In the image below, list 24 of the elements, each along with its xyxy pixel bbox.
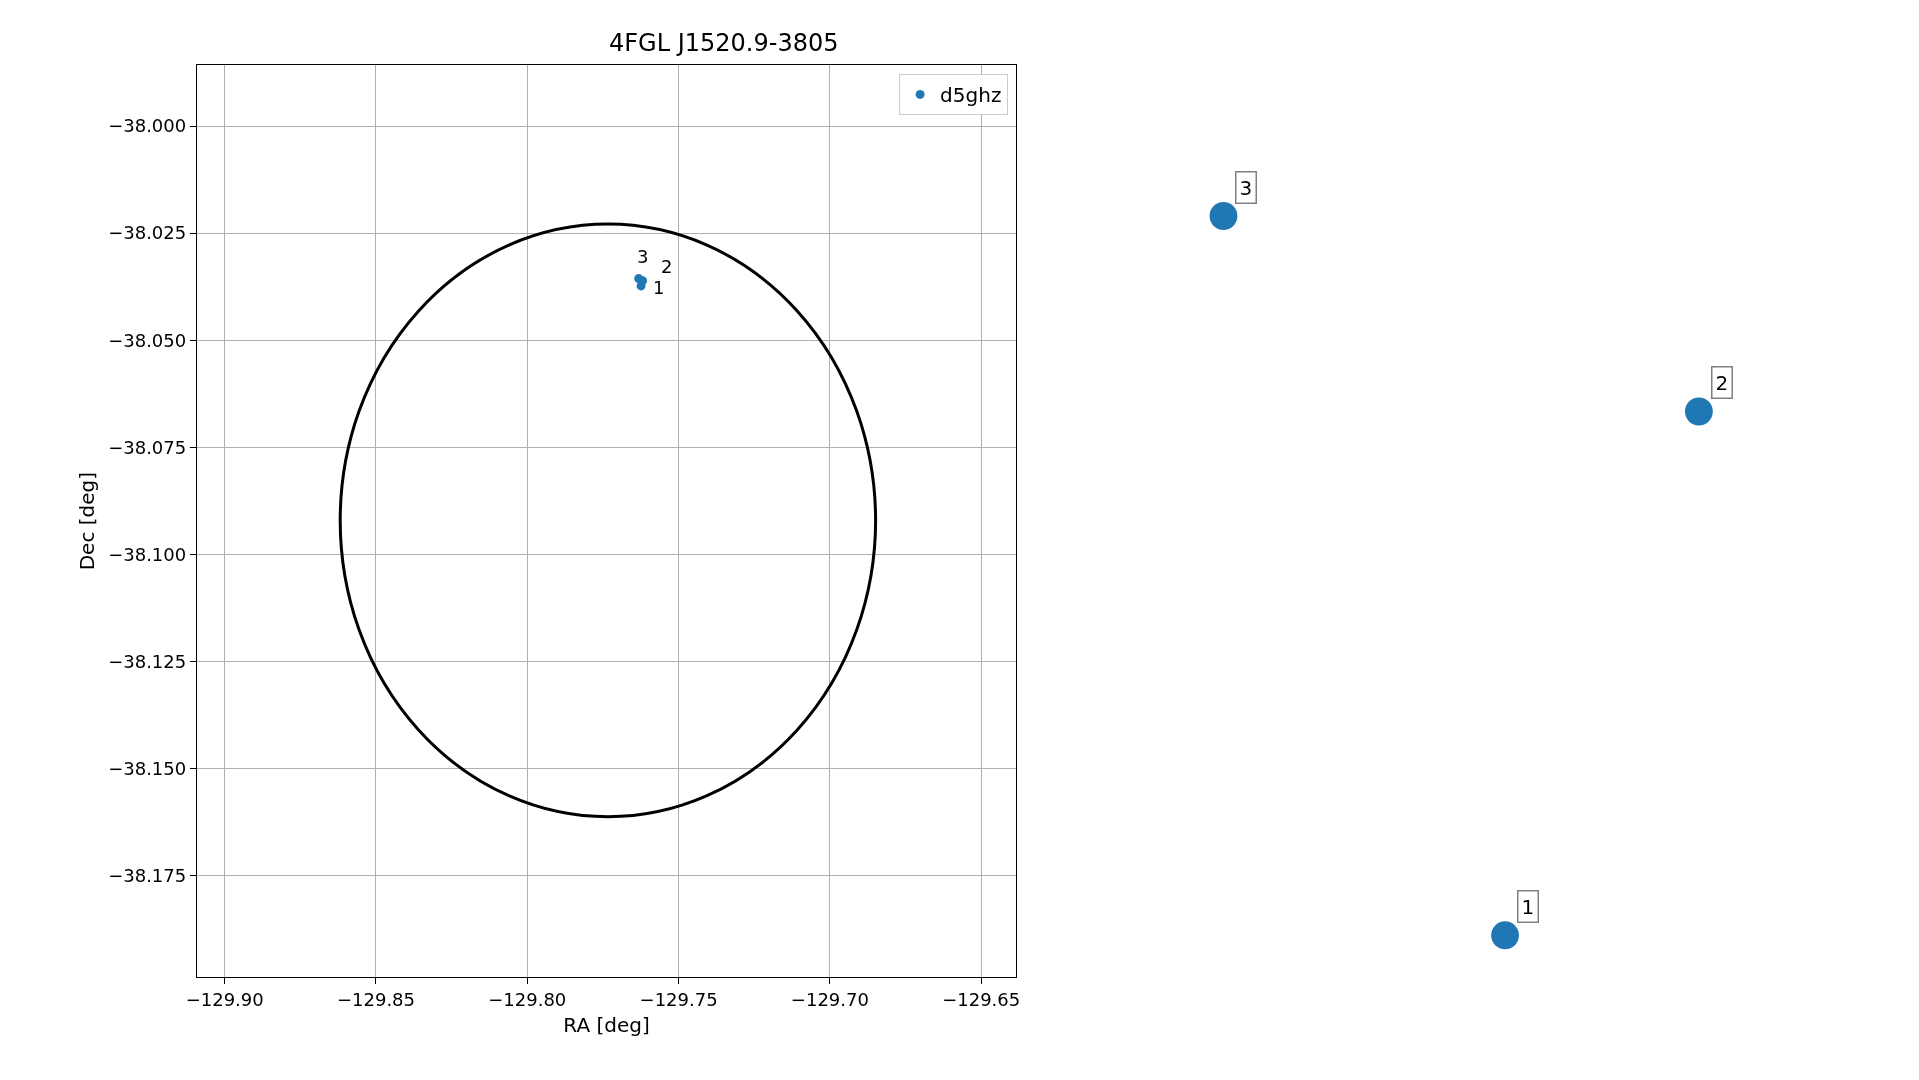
x-tick-label: −129.80 <box>488 989 567 1010</box>
x-tick-label: −129.90 <box>185 989 264 1010</box>
text: 3 <box>1239 175 1253 200</box>
y-tick-label: −38.025 <box>108 222 187 244</box>
annotation: 1 <box>653 277 665 298</box>
y-tick-label: −38.150 <box>108 758 187 780</box>
x-tick-label: −129.85 <box>336 989 416 1010</box>
text: 1 <box>1521 894 1535 919</box>
x-tick-label: −129.65 <box>942 989 1021 1010</box>
y-tick-label: −38.075 <box>108 436 187 458</box>
y-tick-label: −38.175 <box>108 865 187 887</box>
text: 2 <box>1715 370 1729 395</box>
x-tick-label: −129.75 <box>639 989 718 1010</box>
y-tick-label: −38.050 <box>108 329 187 351</box>
legend-label: d5ghz <box>940 83 1002 108</box>
x-axis-title: RA [deg] <box>563 1012 650 1037</box>
y-tick-label: −38.125 <box>108 650 187 672</box>
x-tick-label: −129.70 <box>790 989 869 1010</box>
annotation: 3 <box>637 246 649 267</box>
y-tick-label: −38.100 <box>108 543 187 565</box>
y-axis-title: Dec [deg] <box>74 471 99 571</box>
y-tick-label: −38.000 <box>108 115 187 137</box>
annotation: 2 <box>661 256 673 277</box>
chart-title: 4FGL J1520.9-3805 <box>609 29 839 57</box>
